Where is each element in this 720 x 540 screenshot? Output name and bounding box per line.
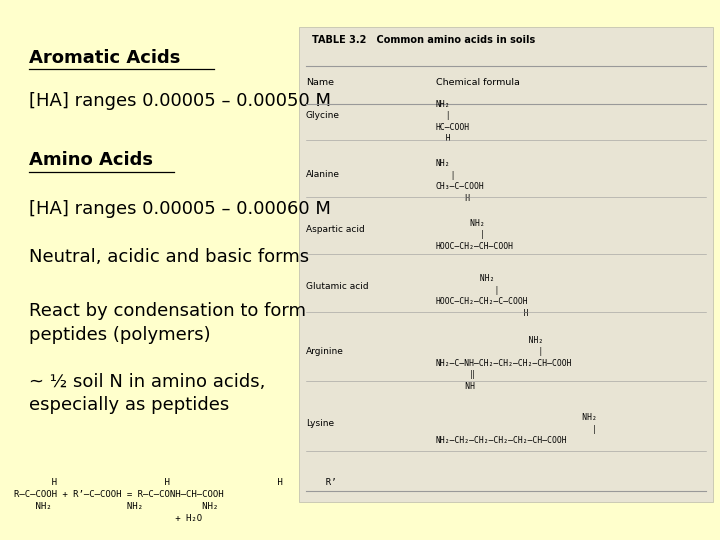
Text: Aspartic acid: Aspartic acid	[306, 225, 365, 234]
Text: NH₂
            |
HOOC—CH₂—CH₂—C—COOH
                  H: NH₂ | HOOC—CH₂—CH₂—C—COOH H	[436, 274, 528, 318]
Text: Amino Acids: Amino Acids	[29, 151, 153, 169]
Text: NH₂
  |
HC—COOH
  H: NH₂ | HC—COOH H	[436, 100, 469, 143]
Text: TABLE 3.2   Common amino acids in soils: TABLE 3.2 Common amino acids in soils	[312, 35, 535, 45]
Text: Aromatic Acids: Aromatic Acids	[29, 49, 180, 66]
Text: [HA] ranges 0.00005 – 0.00050 M: [HA] ranges 0.00005 – 0.00050 M	[29, 92, 330, 110]
Text: [HA] ranges 0.00005 – 0.00060 M: [HA] ranges 0.00005 – 0.00060 M	[29, 200, 330, 218]
Text: Name: Name	[306, 78, 334, 87]
FancyBboxPatch shape	[299, 27, 713, 502]
Text: NH₂
   |
CH₃—C—COOH
      H: NH₂ | CH₃—C—COOH H	[436, 159, 485, 202]
Text: Glutamic acid: Glutamic acid	[306, 282, 369, 292]
Text: H                    H                    H        R’
R—C—COOH + R’—C—COOH = R—C: H H H R’ R—C—COOH + R’—C—COOH = R—C	[14, 478, 337, 523]
Text: Lysine: Lysine	[306, 418, 334, 428]
Text: NH₂
                                |
NH₂—CH₂—CH₂—CH₂—CH₂—CH—COOH: NH₂ | NH₂—CH₂—CH₂—CH₂—CH₂—CH—COOH	[436, 413, 596, 445]
Text: Chemical formula: Chemical formula	[436, 78, 519, 87]
Text: NH₂
         |
HOOC—CH₂—CH—COOH: NH₂ | HOOC—CH₂—CH—COOH	[436, 219, 513, 251]
Text: React by condensation to form
peptides (polymers): React by condensation to form peptides (…	[29, 302, 306, 344]
Text: Arginine: Arginine	[306, 347, 344, 356]
Text: Neutral, acidic and basic forms: Neutral, acidic and basic forms	[29, 248, 309, 266]
Text: Alanine: Alanine	[306, 170, 340, 179]
Text: Glycine: Glycine	[306, 111, 340, 120]
Text: NH₂
                     |
NH₂—C—NH—CH₂—CH₂—CH₂—CH—COOH
       ‖
      NH: NH₂ | NH₂—C—NH—CH₂—CH₂—CH₂—CH—COOH ‖ NH	[436, 336, 572, 390]
Text: ~ ½ soil N in amino acids,
especially as peptides: ~ ½ soil N in amino acids, especially as…	[29, 373, 265, 414]
